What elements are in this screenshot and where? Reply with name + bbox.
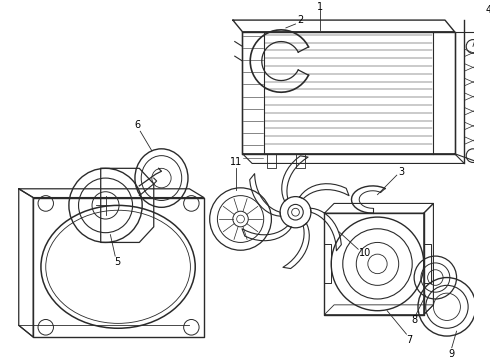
Text: 1: 1 [317,3,323,12]
Text: 7: 7 [406,335,413,345]
Text: 9: 9 [449,348,455,359]
Text: 10: 10 [359,248,371,258]
Text: 4: 4 [485,5,490,15]
Text: 3: 3 [398,167,405,177]
Text: 6: 6 [134,120,141,130]
Text: 8: 8 [411,315,417,325]
Text: 11: 11 [230,157,242,167]
Text: 2: 2 [297,15,303,25]
Text: 5: 5 [114,257,120,267]
